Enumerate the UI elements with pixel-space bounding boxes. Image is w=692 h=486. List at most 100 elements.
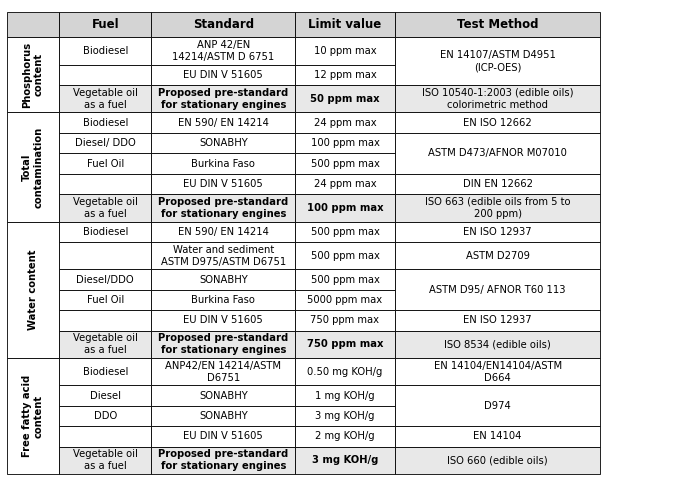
Bar	[295, 153, 395, 174]
Bar	[59, 290, 152, 310]
Text: Diesel/DDO: Diesel/DDO	[76, 275, 134, 284]
Bar	[152, 447, 295, 474]
Bar	[152, 406, 295, 426]
Text: Vegetable oil
as a fuel: Vegetable oil as a fuel	[73, 450, 138, 471]
Text: Biodiesel: Biodiesel	[82, 227, 128, 237]
Bar	[152, 222, 295, 242]
Text: SONABHY: SONABHY	[199, 391, 248, 400]
Bar	[152, 242, 295, 269]
Text: Biodiesel: Biodiesel	[82, 118, 128, 128]
Bar	[295, 222, 395, 242]
Text: ISO 660 (edible oils): ISO 660 (edible oils)	[447, 455, 548, 466]
Text: 3 mg KOH/g: 3 mg KOH/g	[316, 411, 375, 421]
Bar	[395, 222, 601, 242]
Bar	[59, 426, 152, 447]
Bar	[59, 112, 152, 133]
Bar	[59, 222, 152, 242]
Bar	[395, 37, 601, 85]
Text: 500 ppm max: 500 ppm max	[311, 251, 379, 260]
Bar	[295, 12, 395, 37]
Bar	[59, 385, 152, 406]
Text: Test Method: Test Method	[457, 18, 538, 31]
Text: Burkina Faso: Burkina Faso	[191, 158, 255, 169]
Text: ASTM D473/AFNOR M07010: ASTM D473/AFNOR M07010	[428, 148, 567, 158]
Bar	[395, 330, 601, 358]
Bar	[395, 242, 601, 269]
Bar	[152, 269, 295, 290]
Bar	[152, 330, 295, 358]
Text: EN 14107/ASTM D4951
(ICP-OES): EN 14107/ASTM D4951 (ICP-OES)	[439, 50, 556, 72]
Bar	[152, 133, 295, 153]
Bar	[295, 406, 395, 426]
Bar	[295, 330, 395, 358]
Bar	[295, 447, 395, 474]
Bar	[395, 194, 601, 222]
Bar	[295, 65, 395, 85]
Bar	[395, 426, 601, 447]
Text: Vegetable oil
as a fuel: Vegetable oil as a fuel	[73, 88, 138, 110]
Bar	[59, 269, 152, 290]
Text: 1 mg KOH/g: 1 mg KOH/g	[315, 391, 375, 400]
Bar	[152, 174, 295, 194]
Bar	[295, 37, 395, 65]
Bar	[7, 358, 59, 474]
Bar	[395, 12, 601, 37]
Bar	[152, 85, 295, 112]
Text: Free fatty acid
content: Free fatty acid content	[22, 375, 44, 457]
Text: Standard: Standard	[192, 18, 254, 31]
Text: Water and sediment
ASTM D975/ASTM D6751: Water and sediment ASTM D975/ASTM D6751	[161, 244, 286, 267]
Bar	[59, 153, 152, 174]
Text: Total
contamination: Total contamination	[22, 126, 44, 208]
Text: 2 mg KOH/g: 2 mg KOH/g	[315, 432, 375, 441]
Bar	[152, 112, 295, 133]
Bar	[295, 426, 395, 447]
Bar	[152, 426, 295, 447]
Bar	[59, 242, 152, 269]
Bar	[59, 12, 152, 37]
Bar	[59, 406, 152, 426]
Text: 24 ppm max: 24 ppm max	[313, 118, 376, 128]
Bar	[395, 112, 601, 133]
Text: Biodiesel: Biodiesel	[82, 46, 128, 56]
Text: Proposed pre-standard
for stationary engines: Proposed pre-standard for stationary eng…	[158, 450, 289, 471]
Bar	[7, 12, 59, 37]
Bar	[152, 65, 295, 85]
Text: EN ISO 12662: EN ISO 12662	[463, 118, 532, 128]
Text: 10 ppm max: 10 ppm max	[313, 46, 376, 56]
Text: EU DIN V 51605: EU DIN V 51605	[183, 70, 263, 80]
Text: EU DIN V 51605: EU DIN V 51605	[183, 179, 263, 189]
Bar	[295, 174, 395, 194]
Text: 5000 ppm max: 5000 ppm max	[307, 295, 383, 305]
Bar	[295, 242, 395, 269]
Bar	[295, 112, 395, 133]
Text: 0.50 mg KOH/g: 0.50 mg KOH/g	[307, 366, 383, 377]
Text: Diesel/ DDO: Diesel/ DDO	[75, 138, 136, 148]
Text: 500 ppm max: 500 ppm max	[311, 275, 379, 284]
Text: ISO 663 (edible oils from 5 to
200 ppm): ISO 663 (edible oils from 5 to 200 ppm)	[425, 197, 570, 219]
Bar	[59, 85, 152, 112]
Bar	[152, 290, 295, 310]
Text: EU DIN V 51605: EU DIN V 51605	[183, 315, 263, 326]
Bar	[152, 310, 295, 330]
Text: 24 ppm max: 24 ppm max	[313, 179, 376, 189]
Text: 3 mg KOH/g: 3 mg KOH/g	[312, 455, 378, 466]
Text: Water content: Water content	[28, 249, 38, 330]
Bar	[152, 12, 295, 37]
Bar	[395, 85, 601, 112]
Bar	[395, 269, 601, 310]
Bar	[295, 85, 395, 112]
Text: Vegetable oil
as a fuel: Vegetable oil as a fuel	[73, 197, 138, 219]
Text: Biodiesel: Biodiesel	[82, 366, 128, 377]
Bar	[295, 290, 395, 310]
Bar	[7, 37, 59, 112]
Text: ANP 42/EN
14214/ASTM D 6751: ANP 42/EN 14214/ASTM D 6751	[172, 40, 275, 62]
Text: ISO 10540-1:2003 (edible oils)
colorimetric method: ISO 10540-1:2003 (edible oils) colorimet…	[422, 88, 573, 110]
Text: 750 ppm max: 750 ppm max	[307, 339, 383, 349]
Bar	[59, 358, 152, 385]
Text: D974: D974	[484, 401, 511, 411]
Text: 500 ppm max: 500 ppm max	[311, 227, 379, 237]
Text: EN ISO 12937: EN ISO 12937	[463, 227, 532, 237]
Bar	[59, 133, 152, 153]
Bar	[59, 194, 152, 222]
Bar	[59, 447, 152, 474]
